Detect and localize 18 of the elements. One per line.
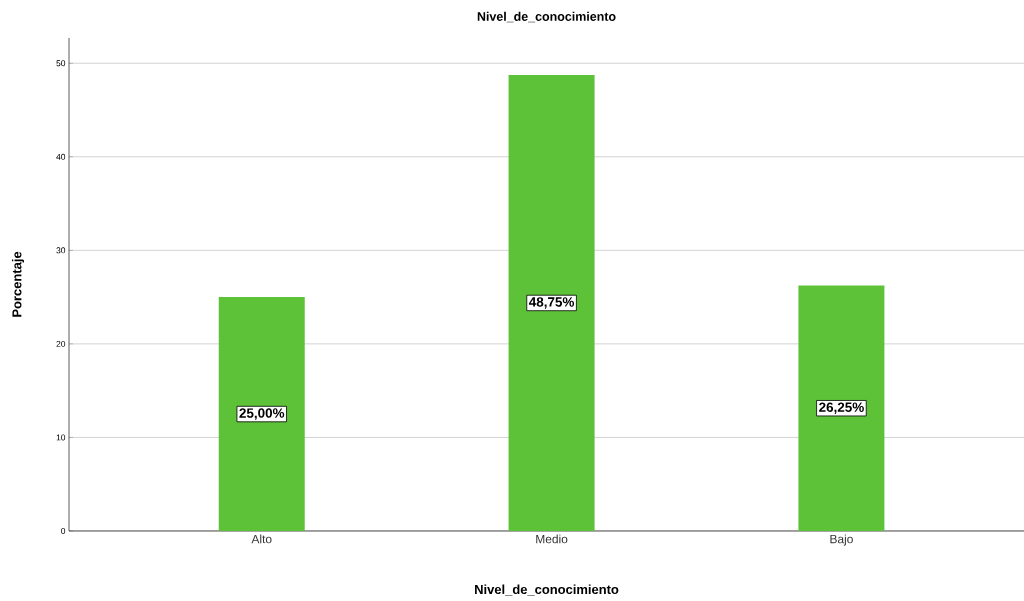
x-tick-label: Alto	[251, 534, 272, 544]
data-label: 25,00%	[239, 408, 285, 420]
chart-title: Nivel_de_conocimiento	[477, 11, 616, 23]
bar	[218, 297, 305, 531]
bar	[508, 74, 595, 531]
y-tick-label: 50	[56, 60, 66, 67]
y-tick-label: 30	[56, 247, 66, 254]
data-label: 26,25%	[819, 402, 864, 414]
y-tick-label: 40	[56, 153, 66, 160]
y-tick-label: 20	[56, 340, 66, 347]
y-tick-label: 0	[61, 527, 66, 534]
x-axis-title: Nivel_de_conocimiento	[475, 584, 619, 596]
x-tick-label: Medio	[536, 534, 568, 544]
y-tick-label: 10	[56, 434, 66, 441]
x-tick-label: Bajo	[830, 534, 853, 546]
bar	[798, 285, 885, 531]
data-label: 48,75%	[528, 297, 575, 309]
y-axis-title: Porcentaje	[11, 251, 25, 317]
